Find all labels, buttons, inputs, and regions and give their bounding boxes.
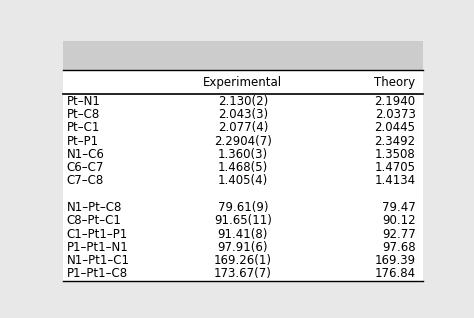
Text: 2.1940: 2.1940 bbox=[374, 95, 416, 107]
Text: P1–Pt1–C8: P1–Pt1–C8 bbox=[66, 267, 128, 280]
Text: 173.67(7): 173.67(7) bbox=[214, 267, 272, 280]
Text: C1–Pt1–P1: C1–Pt1–P1 bbox=[66, 228, 128, 240]
Text: 79.47: 79.47 bbox=[382, 201, 416, 214]
Text: Theory: Theory bbox=[374, 76, 416, 89]
Text: 91.65(11): 91.65(11) bbox=[214, 214, 272, 227]
Text: 176.84: 176.84 bbox=[374, 267, 416, 280]
FancyBboxPatch shape bbox=[63, 41, 423, 70]
Text: 169.39: 169.39 bbox=[374, 254, 416, 267]
Text: 2.3492: 2.3492 bbox=[374, 135, 416, 148]
Text: N1–Pt–C8: N1–Pt–C8 bbox=[66, 201, 122, 214]
Text: 2.2904(7): 2.2904(7) bbox=[214, 135, 272, 148]
Text: 2.130(2): 2.130(2) bbox=[218, 95, 268, 107]
Text: Pt–N1: Pt–N1 bbox=[66, 95, 100, 107]
Text: 1.360(3): 1.360(3) bbox=[218, 148, 268, 161]
Text: 91.41(8): 91.41(8) bbox=[218, 228, 268, 240]
Text: 2.0445: 2.0445 bbox=[374, 121, 416, 134]
Text: 2.077(4): 2.077(4) bbox=[218, 121, 268, 134]
Text: Experimental: Experimental bbox=[203, 76, 283, 89]
Text: N1–C6: N1–C6 bbox=[66, 148, 104, 161]
Text: P1–Pt1–N1: P1–Pt1–N1 bbox=[66, 241, 128, 254]
Text: 97.91(6): 97.91(6) bbox=[218, 241, 268, 254]
Text: 1.4134: 1.4134 bbox=[374, 174, 416, 187]
FancyBboxPatch shape bbox=[63, 70, 423, 280]
Text: 2.0373: 2.0373 bbox=[375, 108, 416, 121]
Text: Pt–C8: Pt–C8 bbox=[66, 108, 100, 121]
Text: N1–Pt1–C1: N1–Pt1–C1 bbox=[66, 254, 129, 267]
Text: C7–C8: C7–C8 bbox=[66, 174, 104, 187]
Text: C8–Pt–C1: C8–Pt–C1 bbox=[66, 214, 121, 227]
Text: 169.26(1): 169.26(1) bbox=[214, 254, 272, 267]
Text: 97.68: 97.68 bbox=[382, 241, 416, 254]
Text: Pt–C1: Pt–C1 bbox=[66, 121, 100, 134]
Text: 1.468(5): 1.468(5) bbox=[218, 161, 268, 174]
Text: 90.12: 90.12 bbox=[382, 214, 416, 227]
Text: 79.61(9): 79.61(9) bbox=[218, 201, 268, 214]
Text: 92.77: 92.77 bbox=[382, 228, 416, 240]
Text: 1.405(4): 1.405(4) bbox=[218, 174, 268, 187]
Text: Pt–P1: Pt–P1 bbox=[66, 135, 99, 148]
Text: 2.043(3): 2.043(3) bbox=[218, 108, 268, 121]
Text: 1.3508: 1.3508 bbox=[375, 148, 416, 161]
Text: C6–C7: C6–C7 bbox=[66, 161, 104, 174]
Text: 1.4705: 1.4705 bbox=[374, 161, 416, 174]
